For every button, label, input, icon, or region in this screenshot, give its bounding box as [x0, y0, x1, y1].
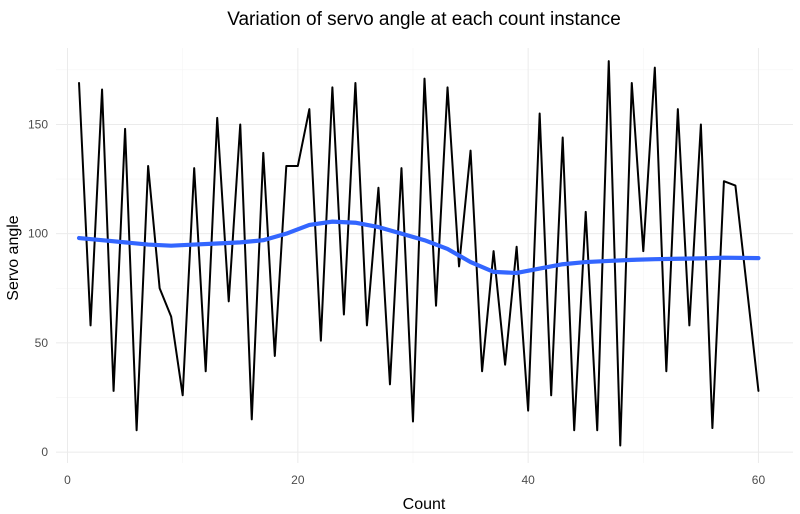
y-axis-title: Servo angle: [5, 215, 22, 300]
servo-angle-line: [78, 60, 760, 447]
minor-gridlines: [56, 48, 793, 463]
y-tick-label: 100: [28, 227, 48, 241]
x-axis-title: Count: [403, 496, 446, 513]
chart-title: Variation of servo angle at each count i…: [227, 9, 621, 30]
series-layer: [76, 60, 761, 447]
x-tick-labels: 0 20 40 60: [64, 473, 765, 487]
y-tick-labels: 0 50 100 150: [28, 117, 48, 459]
x-tick-label: 20: [291, 473, 305, 487]
y-tick-label: 50: [35, 336, 49, 350]
major-gridlines: [56, 48, 793, 463]
y-tick-label: 0: [41, 445, 48, 459]
x-tick-label: 60: [752, 473, 766, 487]
y-tick-label: 150: [28, 117, 48, 131]
x-tick-label: 0: [64, 473, 71, 487]
x-tick-label: 40: [521, 473, 535, 487]
smoothed-trend-line: [76, 219, 761, 276]
